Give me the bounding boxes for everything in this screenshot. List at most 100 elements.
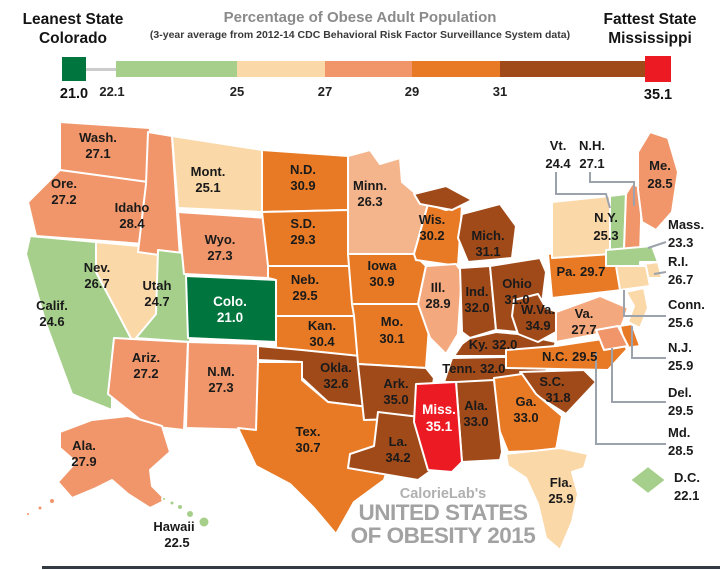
arkansas-value: 35.0 xyxy=(383,392,408,407)
wisconsin-label: Wis. xyxy=(419,212,446,227)
michigan-label: Mich. xyxy=(471,228,504,243)
wisconsin-value: 30.2 xyxy=(419,228,444,243)
illinois-value: 28.9 xyxy=(425,296,450,311)
california-label: Calif. xyxy=(36,298,68,313)
alaska-label: Ala. xyxy=(72,438,96,453)
alaska-value: 27.9 xyxy=(71,454,96,469)
scale-tick-22: 22.1 xyxy=(99,84,125,99)
leanest-state-name: Colorado xyxy=(38,30,108,48)
connecticut-value: 25.6 xyxy=(668,315,693,330)
callout-line-massachusetts xyxy=(647,241,667,249)
callout-line-connecticut xyxy=(623,290,666,317)
maine-label: Me. xyxy=(649,158,671,173)
maine-value: 28.5 xyxy=(647,176,672,191)
tennessee-label: Tenn. xyxy=(442,361,476,376)
iowa-value: 30.9 xyxy=(369,274,394,289)
callout-line-delaware xyxy=(611,348,666,403)
callout-line-new-hampshire xyxy=(589,172,635,206)
oklahoma-value: 32.6 xyxy=(323,376,348,391)
massachusetts-value: 23.3 xyxy=(668,235,693,250)
scale-min-swatch xyxy=(62,57,86,81)
ohio-label: Ohio xyxy=(502,276,532,291)
scale-tick-31: 31 xyxy=(492,84,508,99)
scale-tick-27: 27 xyxy=(317,84,333,99)
washington-value: 27.1 xyxy=(85,146,110,161)
scale-tick-29: 29 xyxy=(404,84,420,99)
chart-title-block: Percentage of Obese Adult Population (3-… xyxy=(140,9,580,41)
state-michigan xyxy=(413,185,517,263)
hawaii-label: Hawaii xyxy=(153,519,194,534)
scale-segment-green xyxy=(116,61,237,77)
indiana-value: 32.0 xyxy=(464,300,489,315)
state-florida xyxy=(505,447,589,551)
missouri-label: Mo. xyxy=(381,314,403,329)
montana-label: Mont. xyxy=(191,164,226,179)
dc-value: 22.1 xyxy=(674,488,699,503)
leanest-state-header: Leanest State Colorado xyxy=(6,10,140,49)
missouri-value: 30.1 xyxy=(379,331,404,346)
wyoming-value: 27.3 xyxy=(207,248,232,263)
scale-segment-cream xyxy=(237,61,325,77)
state-maryland xyxy=(595,325,629,351)
north-carolina-value: 29.5 xyxy=(572,349,597,364)
montana-value: 25.1 xyxy=(195,180,220,195)
south-carolina-label: S.C. xyxy=(539,374,564,389)
scale-segment-orange xyxy=(412,61,500,77)
south-dakota-label: S.D. xyxy=(290,216,315,231)
oregon-value: 27.2 xyxy=(51,192,76,207)
idaho-label: Idaho xyxy=(115,200,150,215)
nebraska-label: Neb. xyxy=(291,272,319,287)
washington-label: Wash. xyxy=(79,130,117,145)
bottom-border xyxy=(42,566,720,569)
state-hawaii xyxy=(161,496,211,529)
texas-value: 30.7 xyxy=(295,440,320,455)
georgia-label: Ga. xyxy=(516,394,537,409)
state-connecticut xyxy=(615,265,651,291)
mississippi-label: Miss. xyxy=(422,402,456,417)
dc-label: D.C. xyxy=(674,470,700,485)
minnesota-label: Minn. xyxy=(353,178,387,193)
state-oregon xyxy=(27,169,149,245)
callout-line-new-jersey xyxy=(631,326,666,359)
maryland-label: Md. xyxy=(668,425,690,440)
nevada-label: Nev. xyxy=(84,260,111,275)
mississippi-value: 35.1 xyxy=(426,419,453,434)
oregon-label: Ore. xyxy=(51,176,77,191)
rhode-island-label: R.I. xyxy=(668,254,688,269)
new-jersey-label: N.J. xyxy=(668,340,692,355)
south-carolina-value: 31.8 xyxy=(545,390,570,405)
idaho-value: 28.4 xyxy=(119,216,145,231)
state-labels: Wash. 27.1 Ore. 27.2 Calif. 24.6 Nev. 26… xyxy=(36,130,705,550)
watermark-line2: OF OBESITY 2015 xyxy=(350,522,536,548)
iowa-label: Iowa xyxy=(368,258,398,273)
leanest-title: Leanest State xyxy=(22,11,124,28)
illinois-label: Ill. xyxy=(431,280,445,295)
pennsylvania-label: Pa. xyxy=(556,264,576,279)
indiana-label: Ind. xyxy=(465,284,488,299)
west-virginia-value: 34.9 xyxy=(525,318,550,333)
florida-label: Fla. xyxy=(550,475,572,490)
vermont-label: Vt. xyxy=(550,138,567,153)
kansas-label: Kan. xyxy=(308,318,336,333)
utah-value: 24.7 xyxy=(144,294,169,309)
massachusetts-label: Mass. xyxy=(668,217,704,232)
new-mexico-value: 27.3 xyxy=(208,380,233,395)
colorado-value: 21.0 xyxy=(217,310,243,325)
vermont-value: 24.4 xyxy=(545,156,571,171)
west-virginia-label: W.Va. xyxy=(521,302,555,317)
delaware-value: 29.5 xyxy=(668,403,693,418)
state-new-york xyxy=(551,195,613,259)
virginia-value: 27.7 xyxy=(571,322,596,337)
state-maine xyxy=(637,131,679,231)
michigan-value: 31.1 xyxy=(475,244,500,259)
kansas-value: 30.4 xyxy=(309,334,335,349)
callout-line-vermont xyxy=(555,172,611,209)
chart-subtitle: (3-year average from 2012-14 CDC Behavio… xyxy=(149,29,571,41)
new-hampshire-label: N.H. xyxy=(579,138,605,153)
alabama-value: 33.0 xyxy=(463,414,488,429)
scale-min-label: 21.0 xyxy=(59,86,89,102)
arizona-value: 27.2 xyxy=(133,366,158,381)
maryland-value: 28.5 xyxy=(668,443,693,458)
louisiana-label: La. xyxy=(389,434,408,449)
nebraska-value: 29.5 xyxy=(292,288,317,303)
